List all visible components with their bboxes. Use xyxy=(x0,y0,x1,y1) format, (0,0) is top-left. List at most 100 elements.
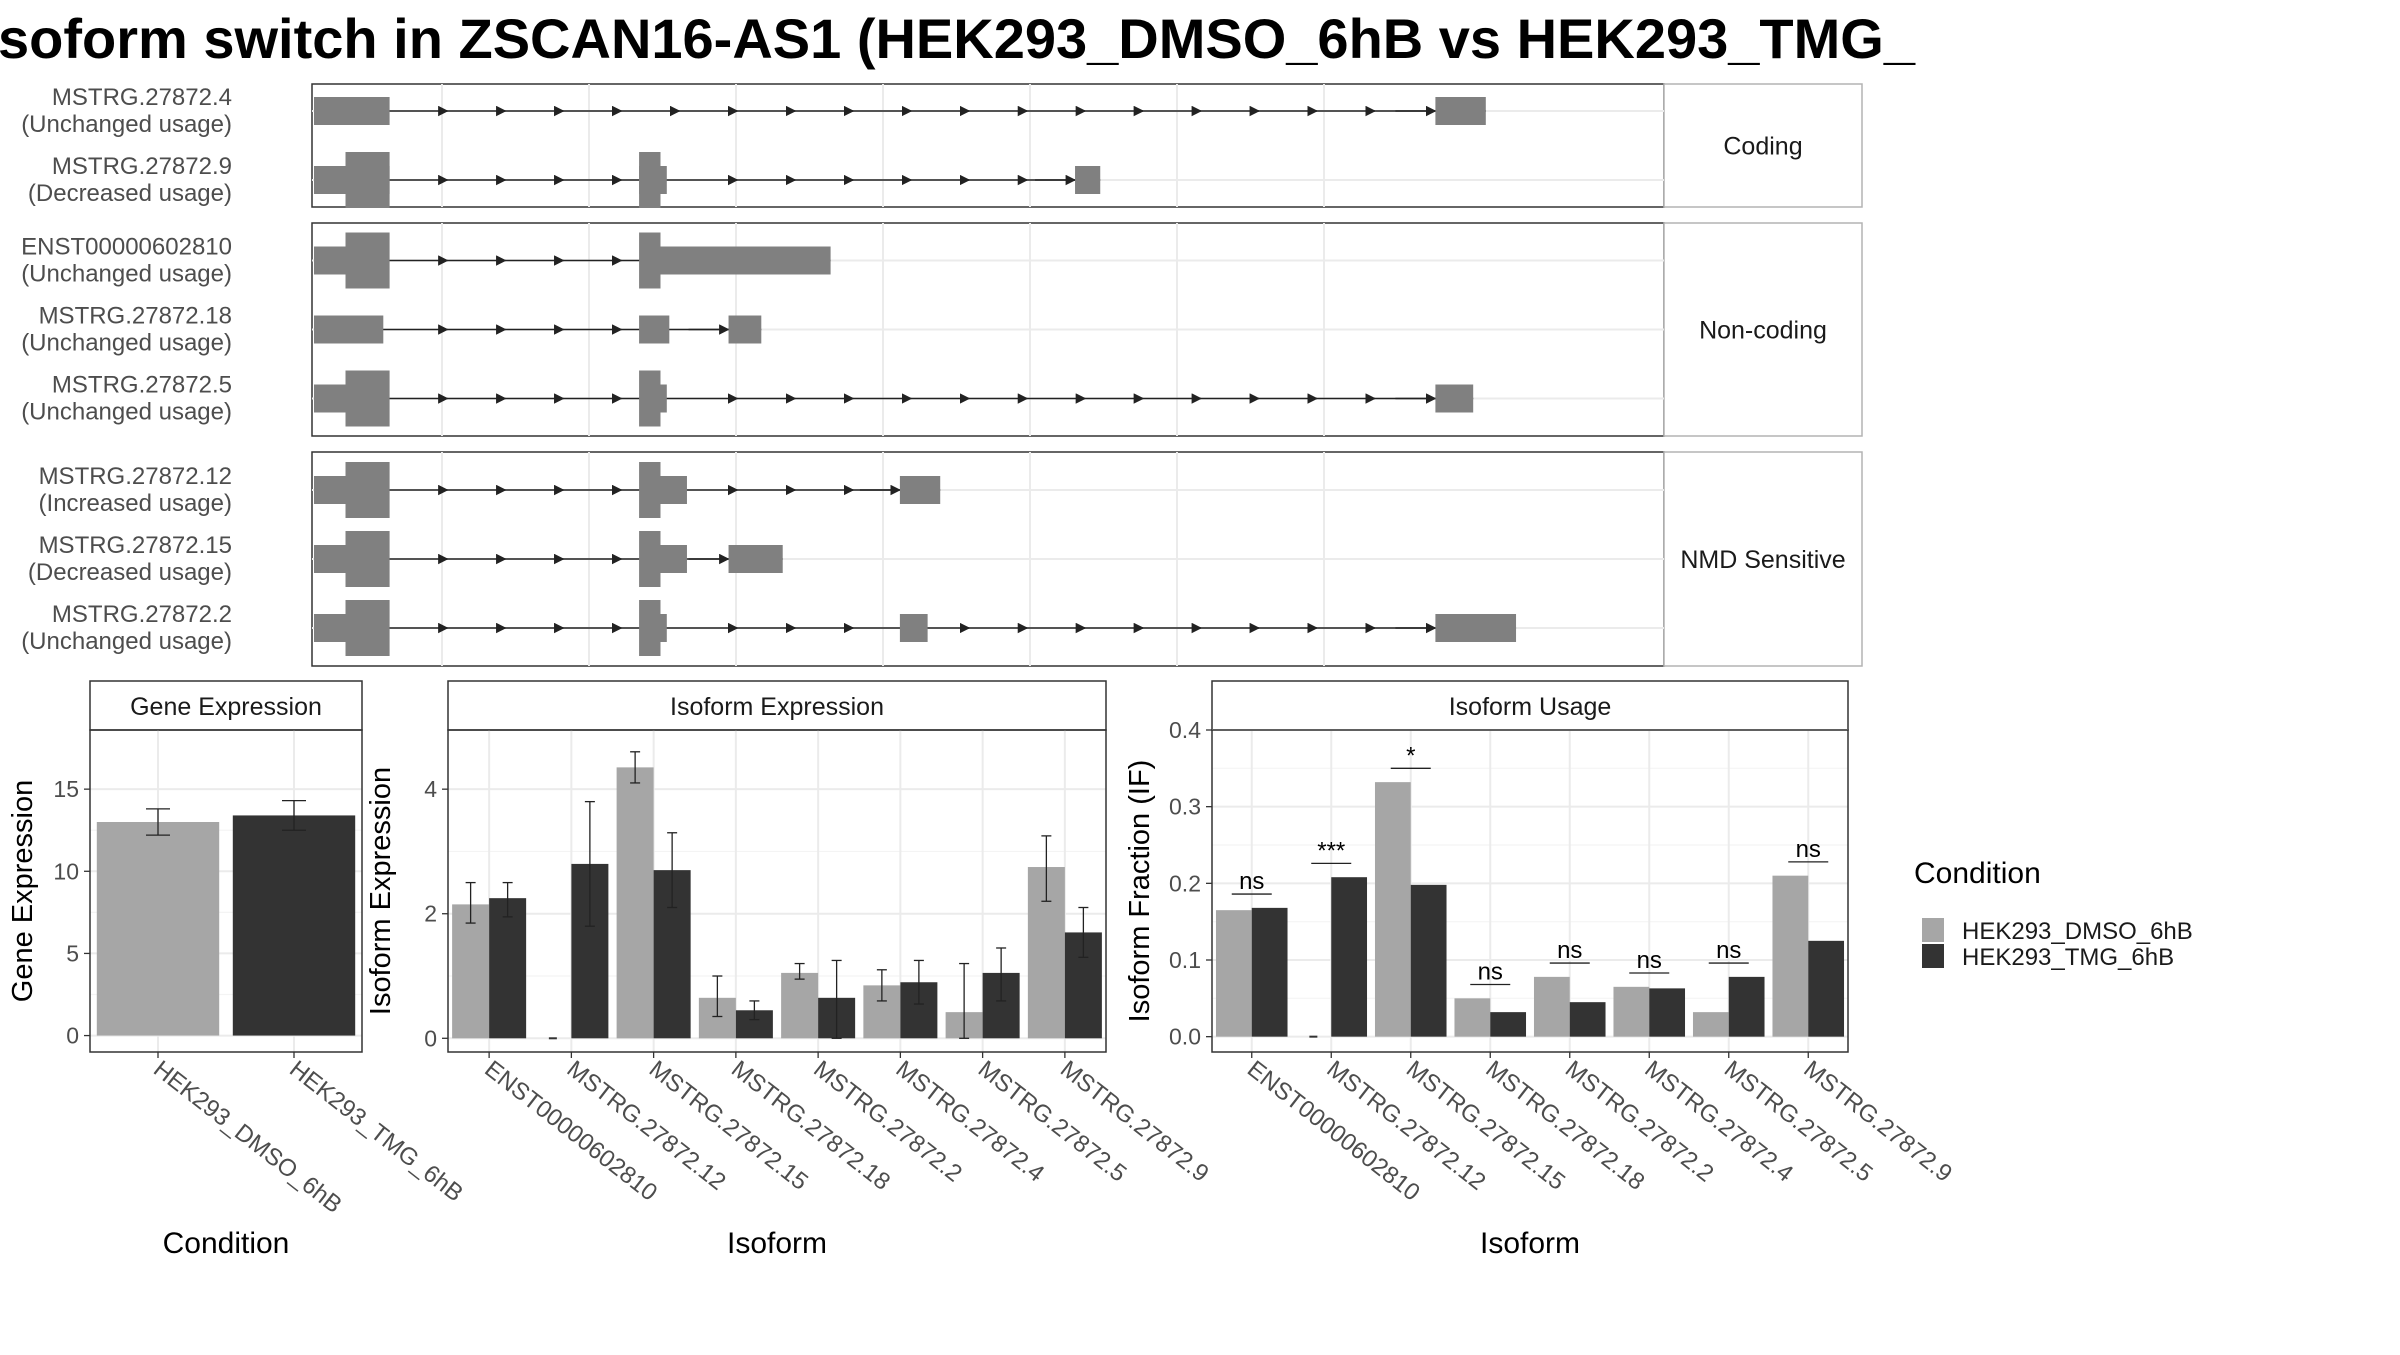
y-tick-label: 0 xyxy=(66,1023,79,1049)
bar-dmso xyxy=(1374,782,1411,1037)
exon-utr xyxy=(314,246,346,275)
bar-condition xyxy=(232,815,356,1036)
panel-title: Isoform Expression xyxy=(670,693,884,721)
bar-tmg xyxy=(1808,940,1845,1037)
legend-label: HEK293_DMSO_6hB xyxy=(1962,918,2193,945)
exon-utr xyxy=(639,315,670,344)
panel-strip xyxy=(89,680,363,731)
panel-border xyxy=(89,729,363,1053)
y-tick-label: 10 xyxy=(53,858,79,884)
transcript-usage: (Decreased usage) xyxy=(28,180,232,207)
bar-dmso xyxy=(452,904,490,1039)
exon-utr xyxy=(660,476,687,504)
facet-strip-label: NMD Sensitive xyxy=(1680,546,1845,574)
bar-tmg xyxy=(1490,1012,1527,1037)
exon-cds xyxy=(345,531,390,587)
significance-label: * xyxy=(1406,742,1415,769)
exon-utr xyxy=(660,166,667,194)
exon-utr xyxy=(660,614,667,642)
x-tick-label: MSTRG.27872.4 xyxy=(1640,1055,1799,1187)
y-axis-title: Gene Expression xyxy=(7,780,39,1002)
panel-border xyxy=(1211,729,1849,1053)
exon-last xyxy=(1435,614,1517,642)
transcript-usage: (Unchanged usage) xyxy=(21,261,232,288)
facet-strip xyxy=(1663,83,1863,208)
transcript-name: MSTRG.27872.18 xyxy=(39,303,232,330)
bar-tmg xyxy=(1251,907,1288,1037)
exon-cds xyxy=(345,232,390,289)
bar-tmg xyxy=(1728,976,1765,1037)
transcript-name: MSTRG.27872.9 xyxy=(52,153,232,180)
exon-cds xyxy=(639,462,661,518)
bar-dmso xyxy=(616,767,654,1039)
transcript-name: MSTRG.27872.2 xyxy=(52,601,232,628)
transcript-usage: (Unchanged usage) xyxy=(21,330,232,357)
panel-title: Isoform Usage xyxy=(1449,693,1612,721)
significance-label: ns xyxy=(1478,959,1503,986)
y-tick-label: 4 xyxy=(424,776,437,802)
transcript-name: MSTRG.27872.15 xyxy=(39,532,232,559)
transcript-usage: (Unchanged usage) xyxy=(21,399,232,426)
exon-utr xyxy=(660,384,667,413)
exon-last xyxy=(1075,166,1101,194)
panel-strip xyxy=(447,680,1107,731)
facet-strip-label: Coding xyxy=(1723,133,1802,161)
y-tick-label: 15 xyxy=(53,776,79,802)
y-tick-label: 5 xyxy=(66,940,79,966)
exon-utr xyxy=(314,614,346,642)
exon-last xyxy=(1435,384,1474,413)
facet-strip xyxy=(1663,451,1863,667)
exon-utr xyxy=(314,384,346,413)
exon-utr xyxy=(314,476,346,504)
x-tick-label: MSTRG.27872.5 xyxy=(1719,1055,1878,1187)
exon-utr xyxy=(899,614,928,642)
y-tick-label: 2 xyxy=(424,901,437,927)
bar-tmg xyxy=(489,898,527,1039)
x-tick-label: MSTRG.27872.9 xyxy=(1055,1055,1214,1187)
y-tick-label: 0.2 xyxy=(1169,870,1201,896)
y-tick-label: 0 xyxy=(424,1025,437,1051)
exon-utr xyxy=(314,315,384,344)
transcript-name: MSTRG.27872.4 xyxy=(52,84,232,111)
x-axis-title: Condition xyxy=(163,1227,290,1260)
exon-last xyxy=(728,315,762,344)
bar-tmg xyxy=(1331,877,1368,1037)
exon-utr xyxy=(314,166,346,194)
exon-cds xyxy=(639,531,661,587)
bar-dmso xyxy=(1533,976,1570,1037)
exon-utr xyxy=(660,545,687,573)
exon-last xyxy=(728,545,783,573)
y-tick-label: 0.3 xyxy=(1169,794,1201,820)
significance-label: *** xyxy=(1317,837,1345,864)
panel-border xyxy=(447,729,1107,1053)
legend-swatch xyxy=(1922,918,1944,942)
bar-dmso xyxy=(1613,986,1650,1037)
x-axis-title: Isoform xyxy=(727,1227,827,1260)
transcript-name: ENST00000602810 xyxy=(21,234,232,261)
x-axis-title: Isoform xyxy=(1480,1227,1580,1260)
bar-tmg xyxy=(1649,988,1686,1037)
significance-label: ns xyxy=(1716,937,1741,964)
significance-label: ns xyxy=(1557,937,1582,964)
exon-last xyxy=(899,476,941,504)
legend-swatch xyxy=(1922,944,1944,968)
exon-utr xyxy=(314,545,346,573)
facet-strip-label: Non-coding xyxy=(1699,317,1827,345)
x-tick-label: MSTRG.27872.9 xyxy=(1799,1055,1958,1187)
exon-cds xyxy=(639,370,661,427)
x-tick-label: MSTRG.27872.4 xyxy=(891,1055,1050,1187)
y-tick-label: 0.4 xyxy=(1169,717,1201,743)
bar-dmso xyxy=(1772,875,1809,1037)
legend-title: Condition xyxy=(1914,857,2041,890)
exon-cds xyxy=(345,152,390,208)
transcript-name: MSTRG.27872.5 xyxy=(52,372,232,399)
exon-last xyxy=(1435,97,1486,125)
significance-label: ns xyxy=(1796,836,1821,863)
bar-dmso xyxy=(781,972,819,1039)
y-tick-label: 0.0 xyxy=(1169,1024,1201,1050)
exon-cds xyxy=(639,232,661,289)
exon-utr xyxy=(314,97,390,125)
y-axis-title: Isoform Expression xyxy=(365,767,397,1015)
significance-label: ns xyxy=(1239,868,1264,895)
